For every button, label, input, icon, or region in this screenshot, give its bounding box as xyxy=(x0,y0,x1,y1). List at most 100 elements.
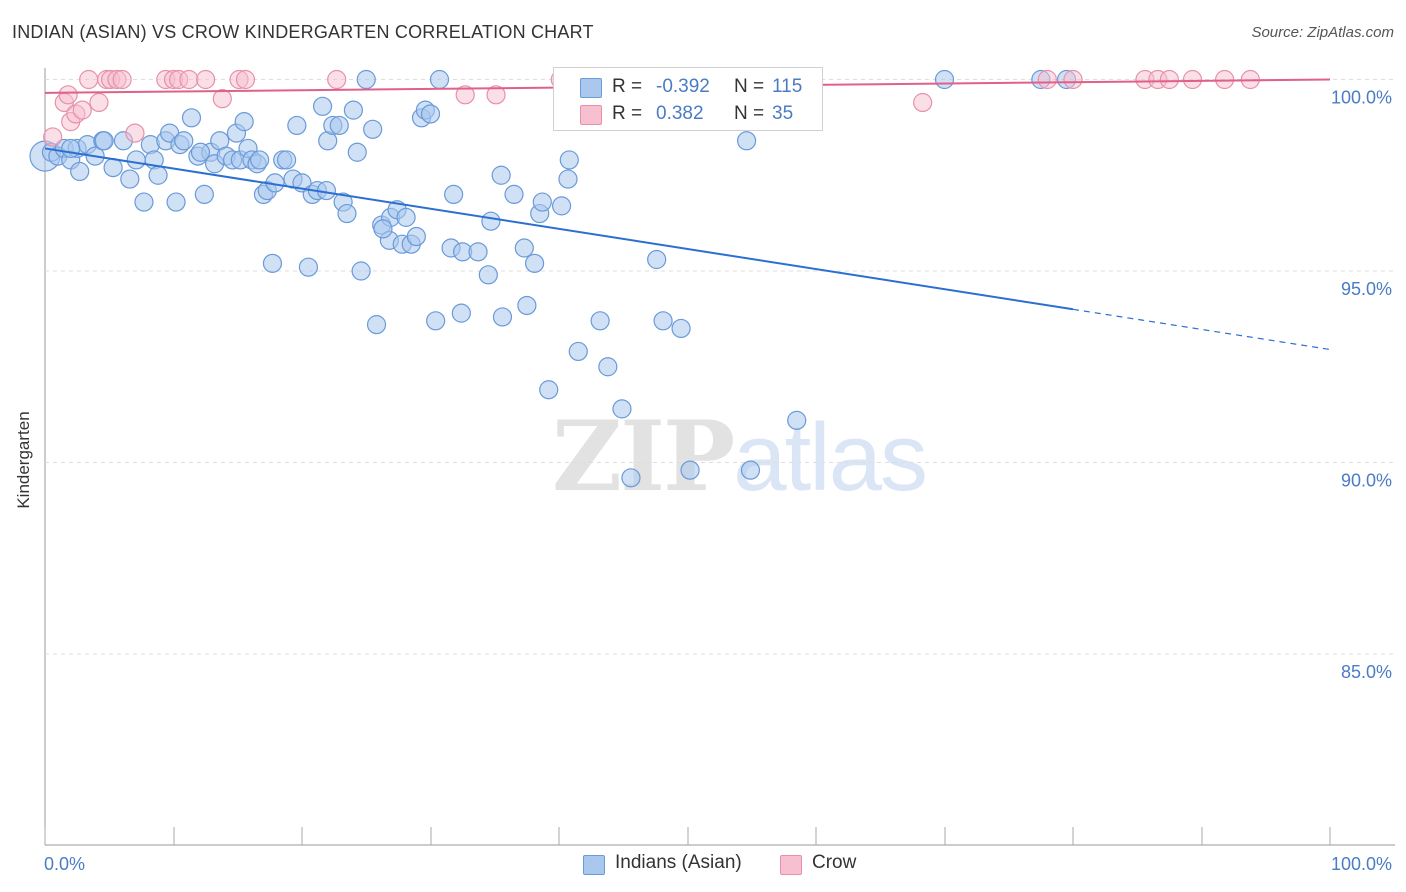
series-indians-points xyxy=(29,69,1077,488)
point-indians xyxy=(126,150,146,170)
point-indians xyxy=(181,108,202,128)
point-indians xyxy=(653,311,673,331)
legend-swatch-indians xyxy=(583,855,605,875)
point-indians xyxy=(787,410,807,430)
point-crow xyxy=(196,69,216,90)
trendline-indians xyxy=(44,147,1074,311)
point-crow xyxy=(89,92,109,113)
point-indians xyxy=(148,165,168,185)
point-indians xyxy=(356,69,376,90)
point-crow xyxy=(1215,69,1235,90)
point-indians xyxy=(514,238,534,258)
point-indians xyxy=(517,295,537,316)
point-indians xyxy=(737,131,757,151)
x-tick-label: 0.0% xyxy=(44,854,85,874)
point-indians xyxy=(551,196,572,216)
point-indians xyxy=(94,131,114,151)
point-indians xyxy=(481,211,501,231)
point-indians xyxy=(262,253,283,273)
point-crow xyxy=(212,89,232,109)
legend-n-value: 115 xyxy=(772,76,803,97)
point-crow xyxy=(179,69,199,90)
point-indians xyxy=(740,460,761,480)
legend-swatch-crow xyxy=(580,105,602,125)
point-indians xyxy=(559,150,579,170)
point-indians xyxy=(287,115,307,136)
point-indians xyxy=(539,380,559,400)
point-crow xyxy=(1182,69,1203,90)
point-indians xyxy=(120,169,140,189)
point-indians xyxy=(621,468,641,488)
point-indians xyxy=(524,253,545,273)
x-tick-label: 100.0% xyxy=(1331,854,1392,874)
legend-r-value: -0.392 xyxy=(656,76,710,97)
point-indians xyxy=(373,219,393,239)
point-indians xyxy=(134,192,154,212)
point-indians xyxy=(194,184,214,204)
legend-n-value: 35 xyxy=(772,103,794,124)
point-indians xyxy=(532,192,552,212)
point-indians xyxy=(934,69,955,90)
point-indians xyxy=(590,311,610,331)
point-indians xyxy=(451,303,471,323)
point-indians xyxy=(343,100,363,120)
point-indians xyxy=(312,96,333,116)
point-indians xyxy=(190,142,211,162)
point-indians xyxy=(406,226,426,247)
point-indians xyxy=(558,169,578,189)
point-crow xyxy=(913,92,933,113)
legend-label-indians: Indians (Asian) xyxy=(615,852,742,873)
point-indians xyxy=(647,249,667,270)
point-crow xyxy=(327,69,347,90)
point-crow xyxy=(112,69,132,90)
y-tick-label: 85.0% xyxy=(1341,662,1392,682)
point-crow xyxy=(43,127,63,147)
y-tick-label: 100.0% xyxy=(1331,88,1392,108)
point-indians xyxy=(61,138,81,159)
point-indians xyxy=(396,207,416,227)
series-crow-points xyxy=(43,69,1260,147)
point-indians xyxy=(568,341,588,362)
source-label: Source: ZipAtlas.com xyxy=(1251,24,1394,41)
chart-title: INDIAN (ASIAN) VS CROW KINDERGARTEN CORR… xyxy=(12,22,594,42)
legend-swatch-crow xyxy=(780,855,802,875)
series-legend: Indians (Asian) Crow xyxy=(0,852,1406,878)
point-indians xyxy=(598,357,618,377)
point-indians xyxy=(337,203,357,224)
y-tick-label: 95.0% xyxy=(1341,279,1392,299)
correlation-legend: R = -0.392 N = 115 R = 0.382 N = 35 xyxy=(553,67,823,131)
point-crow xyxy=(235,69,256,90)
point-indians xyxy=(671,318,691,339)
legend-r-value: 0.382 xyxy=(656,103,704,124)
point-indians xyxy=(680,460,700,480)
point-crow xyxy=(79,69,99,90)
legend-label-crow: Crow xyxy=(812,852,857,873)
point-indians xyxy=(429,69,450,90)
point-indians xyxy=(612,399,632,419)
point-indians xyxy=(103,157,123,178)
point-indians xyxy=(491,165,511,185)
legend-n-label: N = xyxy=(734,103,765,124)
point-indians xyxy=(366,315,387,335)
point-indians xyxy=(420,104,441,124)
point-indians xyxy=(234,112,254,132)
legend-n-label: N = xyxy=(734,76,765,97)
point-crow xyxy=(1063,69,1083,90)
point-crow xyxy=(58,85,78,105)
point-crow xyxy=(455,85,475,105)
point-indians xyxy=(478,265,498,285)
legend-r-label: R = xyxy=(612,76,643,97)
point-indians xyxy=(363,119,383,139)
trendline-indians-extension xyxy=(1072,308,1331,351)
point-indians xyxy=(276,150,297,170)
point-indians xyxy=(174,131,194,151)
point-indians xyxy=(329,115,349,136)
point-indians xyxy=(249,150,270,170)
point-indians xyxy=(351,261,371,281)
point-indians xyxy=(298,257,319,277)
point-crow xyxy=(1159,69,1179,90)
legend-swatch-indians xyxy=(580,78,602,98)
point-crow xyxy=(72,100,92,120)
point-crow xyxy=(125,123,145,143)
